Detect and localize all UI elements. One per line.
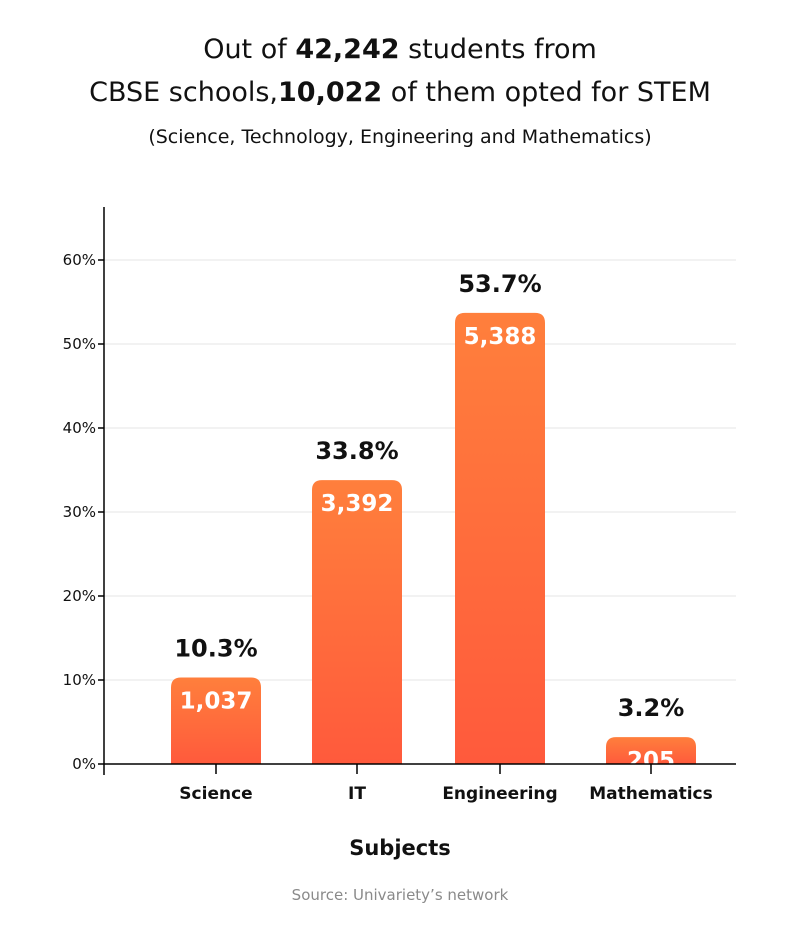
y-tick-label: 30% xyxy=(63,503,96,521)
bar-percent-label: 3.2% xyxy=(618,694,685,722)
x-tick-label: Mathematics xyxy=(589,784,712,804)
bar-engineering xyxy=(455,312,545,764)
bar-mathematics xyxy=(606,737,696,764)
x-axis-title: Subjects xyxy=(349,836,451,860)
title-text: CBSE schools, xyxy=(89,77,279,108)
x-tick-label: IT xyxy=(348,784,366,804)
bar-percent-label: 10.3% xyxy=(174,634,257,662)
y-axis-ticks: 0% 10% 20% 30% 40% 50% 60% xyxy=(63,251,104,773)
chart-subtitle: (Science, Technology, Engineering and Ma… xyxy=(148,126,652,148)
source-note: Source: Univariety’s network xyxy=(291,886,509,904)
bar-count-label: 3,392 xyxy=(321,491,394,517)
title-text: Out of xyxy=(203,34,296,65)
bar-percent-label: 53.7% xyxy=(458,270,541,298)
title-line-2: CBSE schools,10,022 of them opted for ST… xyxy=(0,71,800,114)
title-total-students: 42,242 xyxy=(295,34,400,65)
bar-science xyxy=(171,677,261,764)
gridlines xyxy=(104,259,736,681)
x-tick-label: Science xyxy=(179,784,252,804)
title-stem-students: 10,022 xyxy=(278,77,383,108)
bar-count-label: 1,037 xyxy=(180,688,253,714)
bar-percent-label: 33.8% xyxy=(315,437,398,465)
x-axis-ticks: Science IT Engineering Mathematics xyxy=(179,764,713,804)
title-line-1: Out of 42,242 students from xyxy=(0,28,800,71)
title-text: students from xyxy=(399,34,597,65)
x-tick-label: Engineering xyxy=(442,784,557,804)
y-tick-label: 20% xyxy=(63,587,96,605)
y-tick-label: 10% xyxy=(63,671,96,689)
bar-it xyxy=(312,480,402,764)
title-text: of them opted for STEM xyxy=(382,77,711,108)
y-tick-label: 50% xyxy=(63,335,96,353)
bar-count-label: 5,388 xyxy=(464,324,537,350)
chart-title: Out of 42,242 students from CBSE schools… xyxy=(0,28,800,114)
y-tick-label: 40% xyxy=(63,419,96,437)
y-tick-label: 60% xyxy=(63,251,96,269)
y-tick-label: 0% xyxy=(72,755,96,773)
